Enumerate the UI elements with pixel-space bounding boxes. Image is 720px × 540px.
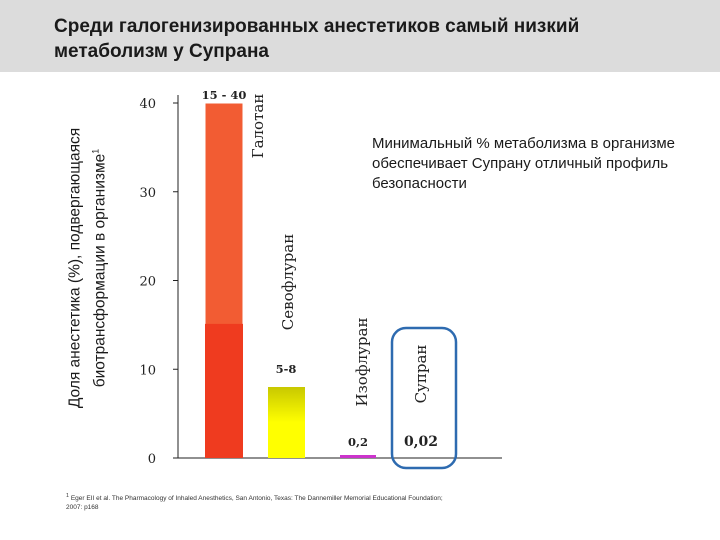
bar-sevoflurane bbox=[268, 387, 305, 458]
category-label: Галотан bbox=[249, 94, 267, 159]
value-label: 0,02 bbox=[404, 434, 438, 450]
category-label: Изофлуран bbox=[353, 318, 371, 407]
title-bar bbox=[0, 0, 720, 72]
footnote: 1 Eger EII et al. The Pharmacology of In… bbox=[66, 492, 446, 512]
y-tick-label: 10 bbox=[139, 363, 156, 378]
y-tick-label: 40 bbox=[139, 97, 156, 112]
suprane-highlight-box bbox=[390, 326, 458, 470]
bar-halothane-lower bbox=[205, 323, 243, 458]
category-label: Севофлуран bbox=[279, 234, 297, 330]
y-tick-label: 30 bbox=[139, 186, 156, 201]
value-label: 0,2 bbox=[348, 435, 368, 449]
footnote-text: Eger EII et al. The Pharmacology of Inha… bbox=[66, 495, 443, 512]
y-tick-label: 20 bbox=[139, 275, 156, 290]
y-tick-label: 0 bbox=[148, 452, 156, 467]
safety-callout: Минимальный % метаболизма в организме об… bbox=[372, 135, 676, 192]
value-label: 15 - 40 bbox=[202, 88, 247, 102]
value-label: 5-8 bbox=[276, 362, 297, 376]
category-label: Супран bbox=[412, 345, 430, 404]
bar-halothane-range bbox=[204, 102, 244, 326]
footnote-marker: 1 bbox=[66, 493, 70, 499]
bar-isoflurane bbox=[340, 455, 376, 458]
slide-title: Среди галогенизированных анестетиков сам… bbox=[54, 16, 580, 62]
